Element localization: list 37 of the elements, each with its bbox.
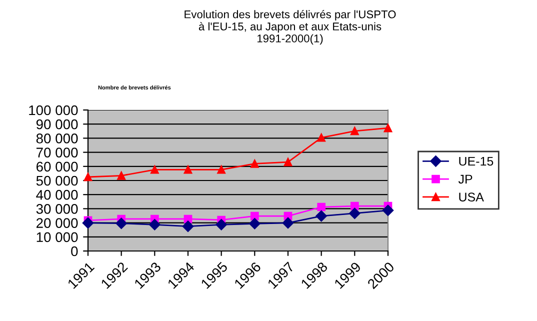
point bbox=[284, 158, 292, 166]
point bbox=[184, 165, 192, 174]
point bbox=[350, 202, 359, 210]
legend-label: UE-15 bbox=[459, 156, 494, 166]
point bbox=[216, 219, 227, 230]
y-tick-label: 100 000 bbox=[29, 105, 78, 116]
point bbox=[384, 124, 392, 132]
point bbox=[249, 218, 260, 230]
point bbox=[349, 208, 360, 219]
point bbox=[317, 202, 326, 212]
y-tick-label: 10 000 bbox=[36, 232, 78, 242]
point bbox=[117, 172, 126, 180]
chart-title: Evolution des brevets délivrés par l'USPTO à l'EU-15, au Japon et aux Etats-unis 1991-2000(1) bbox=[184, 10, 396, 45]
legend-label: JP bbox=[458, 174, 472, 184]
point bbox=[82, 217, 94, 229]
y-tick-label: 30 000 bbox=[36, 204, 78, 214]
y-tick-label: 0 bbox=[71, 246, 78, 256]
point bbox=[250, 212, 259, 220]
y-tick-label: 50 000 bbox=[36, 176, 78, 186]
point bbox=[116, 218, 127, 229]
y-tick-label: 40 000 bbox=[36, 190, 78, 200]
point bbox=[350, 126, 359, 136]
legend-label: USA bbox=[459, 192, 484, 202]
point bbox=[250, 160, 259, 168]
point bbox=[182, 220, 194, 232]
point bbox=[382, 204, 394, 216]
y-tick-label: 70 000 bbox=[36, 148, 78, 158]
point bbox=[149, 219, 160, 230]
point bbox=[150, 165, 159, 174]
point bbox=[217, 165, 226, 174]
y-tick-label: 60 000 bbox=[36, 162, 78, 172]
point bbox=[316, 210, 327, 222]
point bbox=[317, 133, 326, 142]
y-tick-label: 90 000 bbox=[36, 119, 78, 130]
y-tick-label: 20 000 bbox=[36, 218, 78, 228]
point bbox=[282, 217, 294, 229]
y-tick-label: 80 000 bbox=[36, 134, 78, 144]
